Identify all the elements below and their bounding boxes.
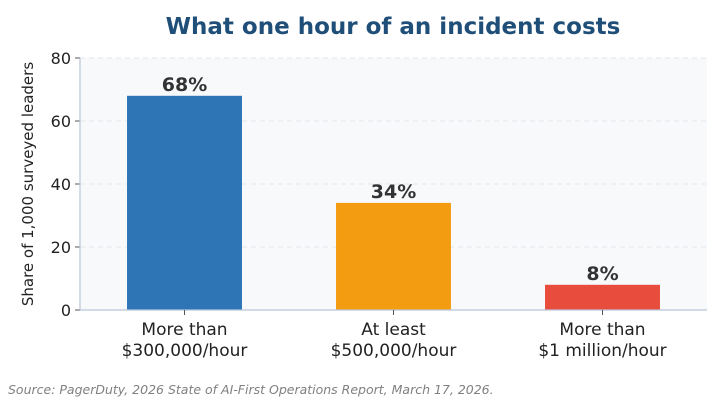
bar-value-label: 8%	[586, 263, 618, 285]
bar	[127, 95, 242, 310]
bar-value-label: 68%	[162, 74, 207, 96]
y-tick-label: 20	[51, 238, 71, 257]
x-tick-label: $300,000/hour	[122, 341, 248, 361]
bar	[336, 202, 451, 310]
y-tick-label: 60	[51, 112, 71, 131]
y-tick-label: 0	[61, 301, 71, 320]
chart-title: What one hour of an incident costs	[165, 14, 621, 40]
x-tick-label: $500,000/hour	[331, 341, 457, 361]
source-note: Source: PagerDuty, 2026 State of AI-Firs…	[8, 382, 494, 397]
x-tick-label: $1 million/hour	[538, 341, 666, 361]
y-axis-label: Share of 1,000 surveyed leaders	[19, 62, 37, 306]
y-tick-label: 40	[51, 175, 71, 194]
y-tick-label: 80	[51, 49, 71, 68]
bar-value-label: 34%	[371, 181, 416, 203]
x-tick-label: More than	[559, 320, 645, 340]
x-tick-label: At least	[361, 320, 426, 340]
x-tick-label: More than	[141, 320, 227, 340]
bar	[545, 284, 660, 310]
